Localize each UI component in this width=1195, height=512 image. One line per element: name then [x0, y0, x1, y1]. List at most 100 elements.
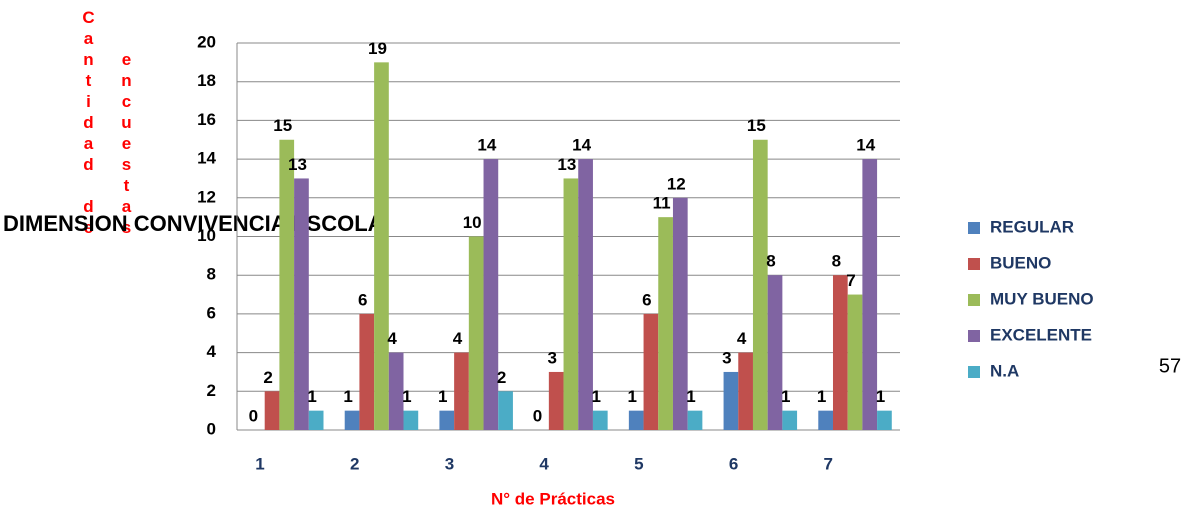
bar — [359, 313, 375, 430]
data-label: 14 — [477, 136, 496, 155]
data-label: 11 — [653, 194, 671, 213]
bar — [672, 197, 688, 430]
legend-label: N.A — [990, 361, 1019, 380]
legend-swatch — [968, 294, 980, 306]
data-label: 8 — [832, 252, 841, 271]
bar — [738, 352, 753, 430]
bar — [832, 275, 848, 430]
bar — [264, 391, 280, 430]
bar — [279, 139, 295, 430]
data-label: 10 — [463, 213, 482, 232]
data-label: 1 — [627, 387, 636, 406]
data-label: 1 — [876, 387, 885, 406]
bar — [658, 217, 673, 430]
data-label: 6 — [358, 290, 367, 309]
x-tick-label: 1 — [255, 454, 264, 473]
data-label: 8 — [766, 252, 775, 271]
chart-title: DIMENSION CONVIVENCIA ESCOLA — [3, 211, 384, 236]
data-label: 1 — [817, 387, 826, 406]
data-label: 12 — [667, 174, 686, 193]
bar — [628, 410, 644, 430]
legend-swatch — [968, 258, 980, 270]
bar — [498, 391, 513, 430]
data-label: 4 — [453, 329, 463, 348]
bar — [752, 139, 768, 430]
y-tick-label: 16 — [197, 110, 216, 129]
y-tick-label: 20 — [197, 32, 216, 51]
bar — [687, 410, 703, 430]
bar — [782, 410, 798, 430]
page-number: 57 — [1159, 355, 1181, 377]
bar — [548, 371, 564, 430]
y-tick-label: 12 — [197, 187, 216, 206]
x-axis-label: N° de Prácticas — [491, 489, 615, 508]
legend-label: REGULAR — [990, 217, 1074, 236]
legend-swatch — [968, 366, 980, 378]
x-tick-label: 7 — [824, 454, 833, 473]
bar — [454, 352, 469, 430]
data-label: 2 — [263, 368, 272, 387]
bar — [403, 410, 419, 430]
data-label: 1 — [438, 387, 447, 406]
bar — [483, 159, 499, 430]
y-tick-label: 0 — [207, 419, 216, 438]
bar — [592, 410, 608, 430]
data-label: 13 — [288, 155, 307, 174]
data-label: 3 — [547, 348, 556, 367]
data-label: 4 — [737, 329, 747, 348]
data-label: 13 — [557, 155, 576, 174]
bar — [847, 294, 863, 430]
y-tick-label: 10 — [197, 226, 216, 245]
x-tick-label: 4 — [539, 454, 549, 473]
data-label: 1 — [307, 387, 316, 406]
data-label: 3 — [722, 348, 731, 367]
bar — [818, 410, 833, 430]
bar — [578, 159, 593, 430]
data-label: 0 — [533, 406, 542, 425]
legend-swatch — [968, 330, 980, 342]
data-label: 1 — [781, 387, 790, 406]
bar — [344, 410, 360, 430]
bar — [374, 62, 389, 430]
x-tick-label: 6 — [729, 454, 738, 473]
y-tick-label: 2 — [207, 381, 216, 400]
x-tick-label: 2 — [350, 454, 359, 473]
data-label: 6 — [642, 290, 651, 309]
y-tick-label: 14 — [197, 149, 216, 168]
legend-label: EXCELENTE — [990, 325, 1092, 344]
bar — [468, 236, 484, 430]
bar — [294, 178, 309, 430]
bar — [877, 410, 892, 430]
x-tick-label: 5 — [634, 454, 643, 473]
data-label: 1 — [592, 387, 601, 406]
bar — [308, 410, 324, 430]
data-label: 15 — [273, 116, 292, 135]
data-label: 2 — [497, 368, 506, 387]
data-label: 0 — [249, 406, 258, 425]
data-label: 4 — [387, 329, 397, 348]
legend-swatch — [968, 222, 980, 234]
data-label: 1 — [343, 387, 352, 406]
bar — [388, 352, 404, 430]
legend-label: BUENO — [990, 253, 1051, 272]
bar — [767, 275, 783, 430]
bar — [643, 313, 659, 430]
y-tick-label: 6 — [207, 303, 216, 322]
data-label: 15 — [747, 116, 766, 135]
y-tick-label: 18 — [197, 71, 216, 90]
data-label: 1 — [402, 387, 411, 406]
y-tick-label: 4 — [207, 342, 217, 361]
x-tick-label: 3 — [445, 454, 454, 473]
bar — [439, 410, 455, 430]
data-label: 7 — [846, 271, 855, 290]
bar — [563, 178, 579, 430]
y-axis-label: encuestas — [117, 50, 136, 239]
data-label: 1 — [686, 387, 695, 406]
legend-label: MUY BUENO — [990, 289, 1094, 308]
y-axis-label: Cantidad de — [79, 8, 98, 239]
data-label: 19 — [368, 39, 387, 58]
data-label: 14 — [856, 136, 875, 155]
bar — [723, 371, 739, 430]
